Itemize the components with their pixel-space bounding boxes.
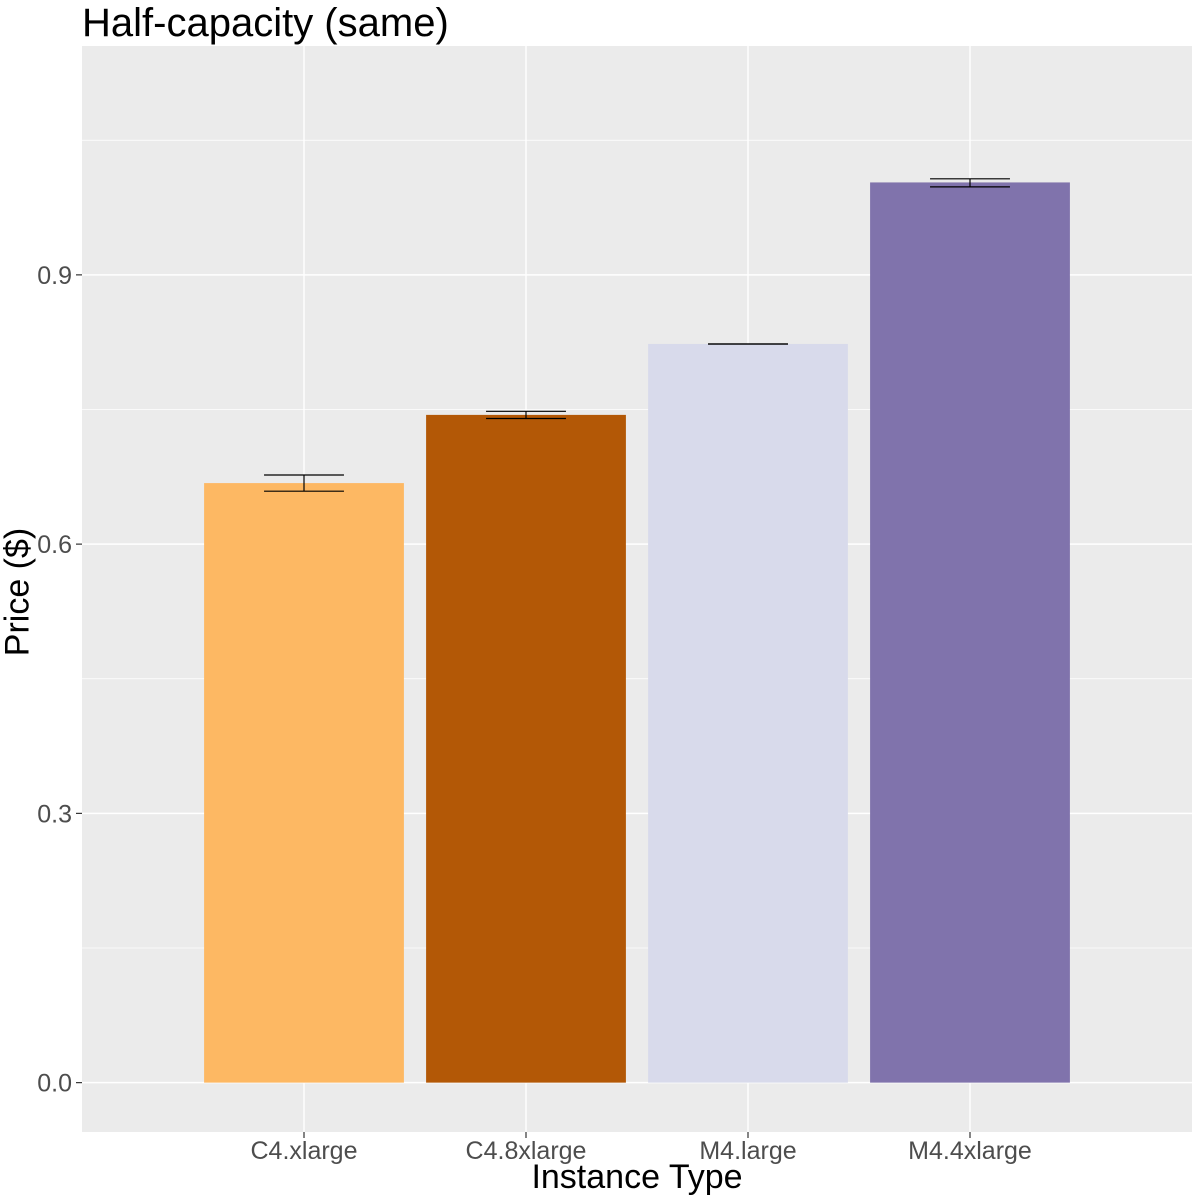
y-tick-label: 0.6 xyxy=(37,531,72,559)
chart-title: Half-capacity (same) xyxy=(82,1,449,45)
x-tick-label: M4.large xyxy=(699,1137,796,1165)
y-tick-label: 0.0 xyxy=(37,1070,72,1098)
x-tick-label: C4.8xlarge xyxy=(466,1137,587,1165)
bar xyxy=(426,414,626,1083)
y-axis-title: Price ($) xyxy=(0,527,37,657)
bar xyxy=(648,343,848,1083)
y-tick-label: 0.9 xyxy=(37,262,72,290)
bar xyxy=(870,182,1070,1083)
bar xyxy=(204,483,404,1083)
x-axis-title: Instance Type xyxy=(531,1158,743,1196)
x-tick-label: C4.xlarge xyxy=(251,1137,358,1165)
x-tick-label: M4.4xlarge xyxy=(908,1137,1032,1165)
y-tick-label: 0.3 xyxy=(37,800,72,828)
